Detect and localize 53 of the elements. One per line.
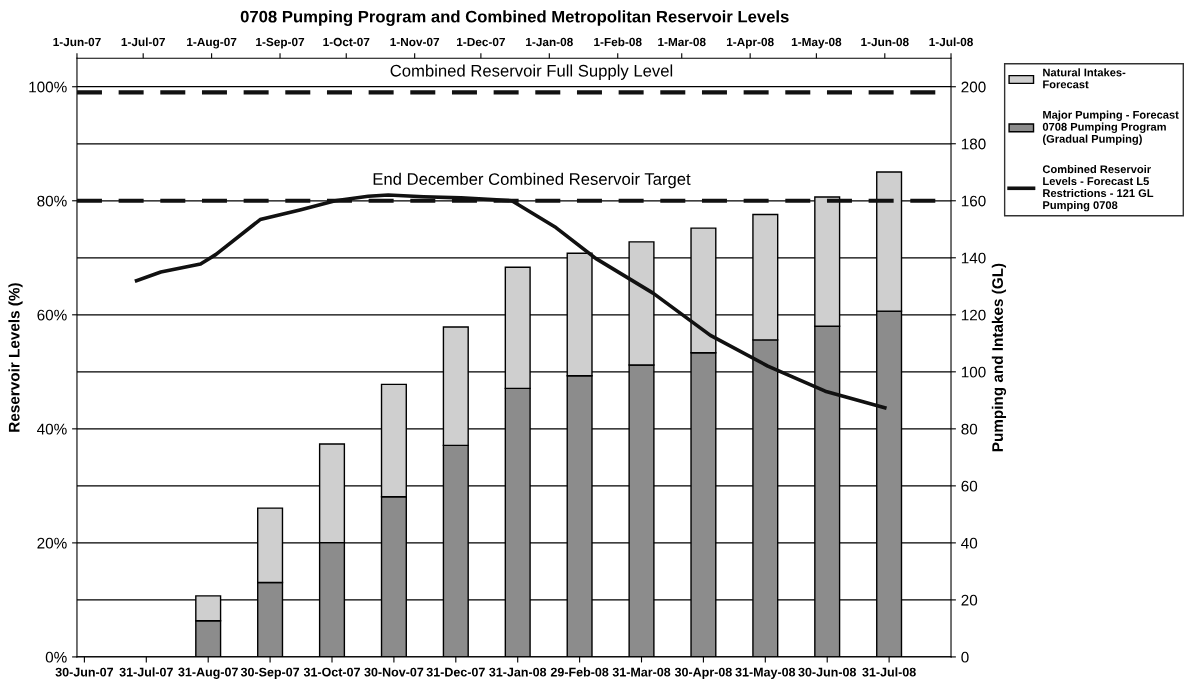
y-tick-label: 20% — [37, 537, 67, 549]
x-tick-label: 1-Jul-08 — [929, 37, 973, 47]
y-tick-label: 140 — [961, 252, 986, 264]
x-tick-label: 31-Jul-07 — [119, 667, 173, 677]
y-tick-label: 40% — [37, 423, 67, 435]
x-tick-label: 1-Jul-07 — [121, 37, 165, 47]
x-tick-label: 1-Jun-08 — [861, 37, 909, 47]
x-tick-label: 31-Jan-08 — [489, 667, 547, 677]
x-tick-label: 30-Nov-07 — [364, 667, 424, 677]
x-tick-label: 29-Feb-08 — [550, 667, 609, 677]
y-tick-label: 20 — [961, 594, 978, 606]
x-tick-label: 31-Mar-08 — [612, 667, 671, 677]
y-axis-title: Pumping and Intakes (GL) — [991, 263, 1007, 452]
y-tick-label: 40 — [961, 537, 978, 549]
x-tick-label: 1-Apr-08 — [726, 37, 774, 49]
x-tick-label: 1-Feb-08 — [594, 37, 642, 47]
x-tick-label: 31-Aug-07 — [178, 667, 238, 679]
y-tick-label: 120 — [961, 309, 986, 321]
x-tick-label: 31-Dec-07 — [426, 667, 485, 677]
x-tick-label: 30-Sep-07 — [240, 667, 300, 679]
x-tick-label: 31-Jul-08 — [862, 667, 916, 677]
legend-label: Combined Reservoir Levels - Forecast L5 Restrictions - 121 GL Pumping 0708 — [1042, 164, 1154, 212]
y-tick-label: 160 — [961, 195, 986, 207]
ref-line-label: Combined Reservoir Full Supply Level — [390, 64, 673, 80]
y-tick-label: 80 — [961, 423, 978, 435]
x-tick-label: 30-Jun-07 — [55, 667, 114, 677]
chart-title: 0708 Pumping Program and Combined Metropolitan Reservoir Levels — [240, 10, 789, 26]
x-tick-label: 30-Apr-08 — [674, 667, 732, 679]
x-tick-label: 1-Jan-08 — [526, 37, 573, 47]
x-tick-label: 1-May-08 — [791, 37, 842, 49]
y-tick-label: 100% — [29, 81, 67, 93]
ref-line-label: End December Combined Reservoir Target — [373, 172, 691, 189]
x-tick-label: 1-Nov-07 — [390, 37, 440, 47]
y-axis-title: Reservoir Levels (%) — [8, 283, 23, 432]
legend-label: Major Pumping - Forecast 0708 Pumping Program (Gradual Pumping) — [1042, 110, 1179, 145]
x-tick-label: 1-Dec-07 — [457, 37, 505, 47]
y-tick-label: 60 — [961, 480, 978, 492]
y-tick-label: 60% — [37, 309, 67, 321]
y-tick-label: 100 — [961, 366, 986, 378]
y-tick-label: 0 — [961, 651, 969, 663]
y-tick-label: 180 — [961, 138, 986, 150]
x-tick-label: 1-Oct-07 — [323, 37, 370, 47]
x-tick-label: 1-Jun-07 — [53, 37, 101, 47]
x-tick-label: 31-Oct-07 — [303, 667, 360, 677]
y-tick-label: 200 — [961, 81, 986, 93]
x-tick-label: 30-Jun-08 — [798, 667, 857, 677]
y-tick-label: 80% — [37, 195, 67, 207]
x-tick-label: 1-Sep-07 — [256, 37, 305, 49]
x-tick-label: 1-Mar-08 — [658, 37, 706, 47]
y-tick-label: 0% — [45, 651, 67, 663]
x-tick-label: 1-Aug-07 — [187, 37, 237, 49]
legend-label: Natural Intakes- Forecast — [1043, 68, 1126, 89]
x-tick-label: 31-May-08 — [735, 667, 796, 679]
